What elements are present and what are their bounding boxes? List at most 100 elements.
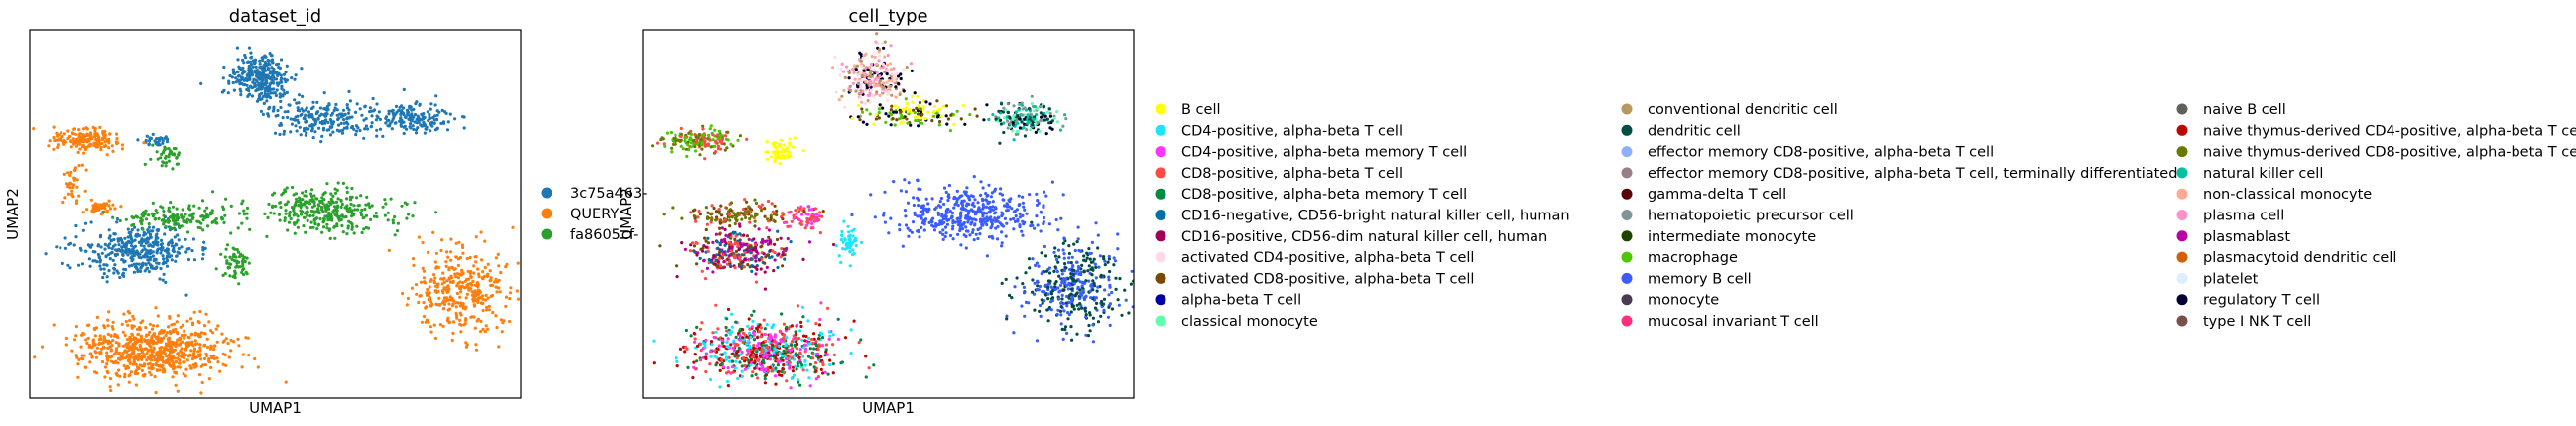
scatter-point	[168, 240, 172, 245]
scatter-point	[131, 247, 135, 251]
scatter-point	[125, 338, 130, 342]
scatter-point	[987, 183, 991, 187]
scatter-point	[1050, 127, 1054, 131]
scatter-point	[906, 226, 910, 230]
scatter-point	[1090, 285, 1094, 289]
scatter-point	[938, 120, 942, 124]
scatter-point	[877, 107, 882, 111]
scatter-point	[895, 71, 899, 75]
scatter-point	[396, 221, 400, 225]
scatter-point	[1030, 101, 1034, 106]
scatter-point	[383, 198, 387, 202]
scatter-point	[699, 342, 703, 346]
scatter-point	[442, 299, 446, 303]
scatter-point	[394, 104, 399, 108]
scatter-point	[168, 336, 172, 340]
scatter-point	[1041, 301, 1044, 305]
scatter-point	[105, 138, 109, 142]
scatter-point	[263, 54, 267, 58]
scatter-point	[175, 156, 179, 160]
scatter-point	[168, 330, 172, 334]
scatter-point	[148, 232, 153, 236]
scatter-point	[206, 224, 210, 228]
scatter-point	[110, 355, 114, 358]
scatter-point	[150, 327, 154, 331]
scatter-point	[183, 329, 186, 333]
scatter-point	[345, 117, 349, 121]
scatter-point	[406, 296, 410, 301]
scatter-point	[167, 159, 171, 163]
scatter-point	[261, 78, 265, 82]
scatter-point	[728, 359, 732, 363]
scatter-point	[1006, 102, 1010, 106]
scatter-point	[70, 349, 74, 353]
scatter-point	[937, 222, 941, 226]
scatter-point	[1088, 251, 1092, 256]
scatter-point	[305, 205, 308, 209]
scatter-point	[128, 357, 132, 361]
scatter-point	[916, 94, 920, 98]
scatter-point	[1084, 259, 1088, 263]
scatter-point	[83, 189, 87, 193]
scatter-point	[1094, 221, 1098, 225]
scatter-point	[1005, 205, 1009, 209]
scatter-point	[284, 209, 288, 213]
scatter-point	[228, 274, 232, 278]
scatter-point	[76, 375, 80, 379]
scatter-point	[168, 354, 172, 357]
scatter-point	[904, 214, 908, 218]
scatter-point	[428, 113, 431, 117]
scatter-point	[106, 318, 110, 322]
scatter-point	[726, 379, 730, 384]
scatter-point	[915, 106, 919, 110]
scatter-point	[136, 250, 140, 254]
scatter-point	[1057, 255, 1061, 259]
scatter-point	[423, 280, 427, 284]
scatter-point	[753, 366, 757, 370]
scatter-point	[884, 112, 888, 116]
scatter-point	[199, 391, 203, 395]
scatter-point	[491, 283, 495, 287]
scatter-point	[994, 207, 998, 211]
scatter-point	[126, 227, 130, 231]
scatter-point	[126, 366, 131, 370]
scatter-point	[52, 323, 56, 327]
scatter-point	[738, 329, 742, 333]
scatter-point	[1077, 248, 1081, 253]
scatter-point	[270, 60, 275, 64]
scatter-point	[1096, 320, 1101, 324]
scatter-point	[345, 190, 349, 194]
scatter-point	[1067, 296, 1071, 300]
scatter-point	[162, 222, 166, 226]
scatter-point	[96, 208, 101, 212]
scatter-point	[258, 59, 262, 63]
scatter-point	[856, 81, 861, 85]
scatter-point	[1062, 269, 1066, 273]
scatter-point	[700, 321, 704, 325]
scatter-point	[369, 124, 374, 128]
scatter-point	[982, 118, 986, 122]
scatter-point	[1102, 297, 1107, 301]
scatter-point	[162, 161, 166, 165]
scatter-point	[496, 286, 500, 290]
scatter-point	[1102, 310, 1106, 314]
scatter-point	[893, 104, 897, 108]
scatter-point	[1016, 217, 1020, 221]
scatter-point	[1018, 126, 1022, 130]
scatter-point	[259, 82, 263, 86]
scatter-point	[1055, 269, 1059, 274]
scatter-point	[460, 284, 464, 288]
scatter-point	[892, 180, 896, 184]
scatter-point	[803, 359, 807, 363]
scatter-point	[56, 134, 60, 138]
scatter-point	[1037, 264, 1041, 268]
scatter-point	[237, 255, 242, 259]
scatter-point	[869, 88, 873, 93]
scatter-point	[435, 285, 439, 289]
scatter-point	[356, 126, 360, 130]
scatter-point	[441, 307, 445, 311]
scatter-point	[865, 122, 869, 126]
scatter-point	[442, 276, 446, 280]
scatter-point	[146, 362, 150, 366]
scatter-point	[190, 249, 194, 253]
